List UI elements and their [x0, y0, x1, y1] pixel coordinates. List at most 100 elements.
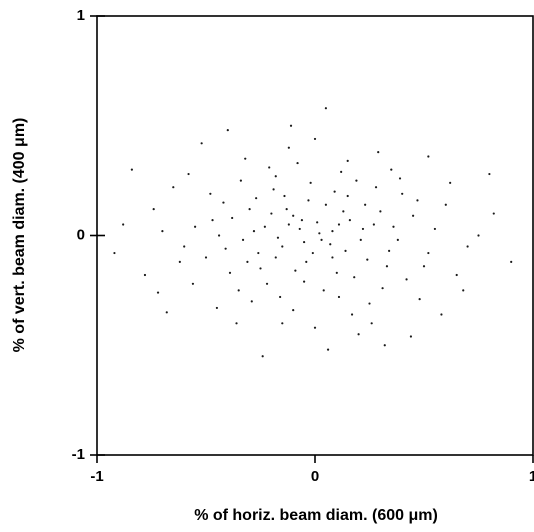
- scatter-point: [283, 194, 286, 198]
- scatter-point: [309, 181, 312, 184]
- scatter-point: [217, 234, 221, 237]
- scatter-point: [292, 214, 295, 217]
- scatter-point: [289, 124, 293, 127]
- scatter-point: [191, 282, 195, 285]
- scatter-point: [122, 223, 125, 226]
- scatter-point: [466, 245, 469, 248]
- scatter-point: [322, 289, 325, 292]
- scatter-point: [292, 309, 295, 312]
- scatter-point: [364, 203, 367, 206]
- scatter-point: [366, 258, 369, 261]
- scatter-point: [390, 168, 393, 171]
- scatter-point: [252, 230, 256, 233]
- scatter-point: [237, 289, 240, 292]
- scatter-point: [455, 273, 458, 277]
- scatter-point: [342, 210, 345, 213]
- scatter-point: [318, 232, 321, 235]
- scatter-point: [231, 216, 234, 220]
- scatter-point: [379, 210, 382, 213]
- scatter-point: [263, 225, 266, 228]
- scatter-point: [388, 249, 391, 252]
- scatter-point: [449, 181, 452, 184]
- scatter-point: [270, 212, 273, 215]
- scatter-point: [405, 278, 408, 281]
- scatter-point: [303, 240, 306, 244]
- y-axis-label: % of vert. beam diam. (400 μm): [11, 118, 28, 353]
- scatter-point: [383, 344, 386, 347]
- scatter-point: [183, 245, 186, 248]
- scatter-point: [348, 219, 351, 222]
- scatter-point: [462, 289, 465, 292]
- scatter-point: [440, 313, 443, 316]
- scatter-point: [257, 251, 260, 255]
- scatter-point: [130, 168, 133, 171]
- scatter-point: [355, 179, 358, 182]
- scatter-point: [359, 238, 362, 241]
- scatter-point: [398, 177, 402, 180]
- scatter-point: [326, 348, 330, 351]
- scatter-point: [239, 179, 242, 182]
- y-tick-label: -1: [72, 446, 85, 463]
- scatter-point: [433, 227, 436, 231]
- scatter-point: [287, 146, 290, 149]
- scatter-point: [143, 273, 147, 277]
- scatter-point: [350, 313, 354, 316]
- scatter-point: [427, 155, 430, 158]
- scatter-point: [344, 249, 347, 252]
- scatter-point: [409, 335, 413, 338]
- scatter-point: [333, 190, 336, 193]
- scatter-point: [261, 355, 264, 358]
- scatter-point: [320, 238, 323, 241]
- scatter-point: [307, 199, 310, 202]
- scatter-point: [418, 298, 421, 301]
- scatter-point: [281, 245, 284, 248]
- y-tick-label: 0: [77, 226, 85, 243]
- scatter-point: [226, 129, 229, 132]
- scatter-point: [113, 251, 116, 255]
- scatter-point: [274, 175, 277, 178]
- scatter-point: [374, 186, 378, 189]
- scatter-point: [361, 227, 365, 231]
- scatter-point: [477, 234, 480, 237]
- scatter-point: [313, 326, 317, 329]
- scatter-point: [228, 271, 232, 274]
- scatter-point: [372, 223, 375, 226]
- scatter-point: [281, 322, 284, 325]
- y-tick-label: 1: [77, 7, 85, 24]
- scatter-point: [357, 333, 360, 336]
- scatter-point: [272, 188, 275, 191]
- scatter-point: [250, 300, 253, 303]
- scatter-point: [187, 172, 190, 176]
- scatter-point: [331, 230, 334, 233]
- scatter-point: [416, 199, 419, 202]
- scatter-point: [244, 157, 247, 160]
- scatter-point: [200, 142, 203, 145]
- scatter-point: [279, 295, 282, 299]
- scatter-point: [305, 260, 308, 263]
- scatter-point: [156, 291, 160, 294]
- scatter-point: [204, 256, 208, 259]
- scatter-point: [300, 219, 304, 222]
- scatter-point: [209, 192, 212, 195]
- scatter-point: [368, 302, 371, 305]
- scatter-point: [324, 107, 327, 110]
- scatter-point: [353, 276, 356, 279]
- scatter-point: [381, 287, 384, 290]
- scatter-point: [255, 197, 258, 200]
- scatter-point: [427, 251, 430, 255]
- scatter-point: [265, 282, 269, 285]
- scatter-point: [268, 166, 271, 169]
- scatter-point: [287, 223, 290, 226]
- scatter-point: [303, 280, 306, 283]
- x-tick-label: 1: [529, 468, 534, 485]
- scatter-point: [165, 311, 168, 314]
- scatter-point: [316, 221, 319, 224]
- scatter-point: [194, 225, 197, 228]
- scatter-point: [324, 203, 327, 206]
- scatter-point: [510, 260, 513, 263]
- x-axis-label: % of horiz. beam diam. (600 μm): [194, 507, 438, 524]
- scatter-point: [346, 159, 349, 162]
- scatter-point: [313, 137, 317, 141]
- scatter-point: [377, 150, 380, 154]
